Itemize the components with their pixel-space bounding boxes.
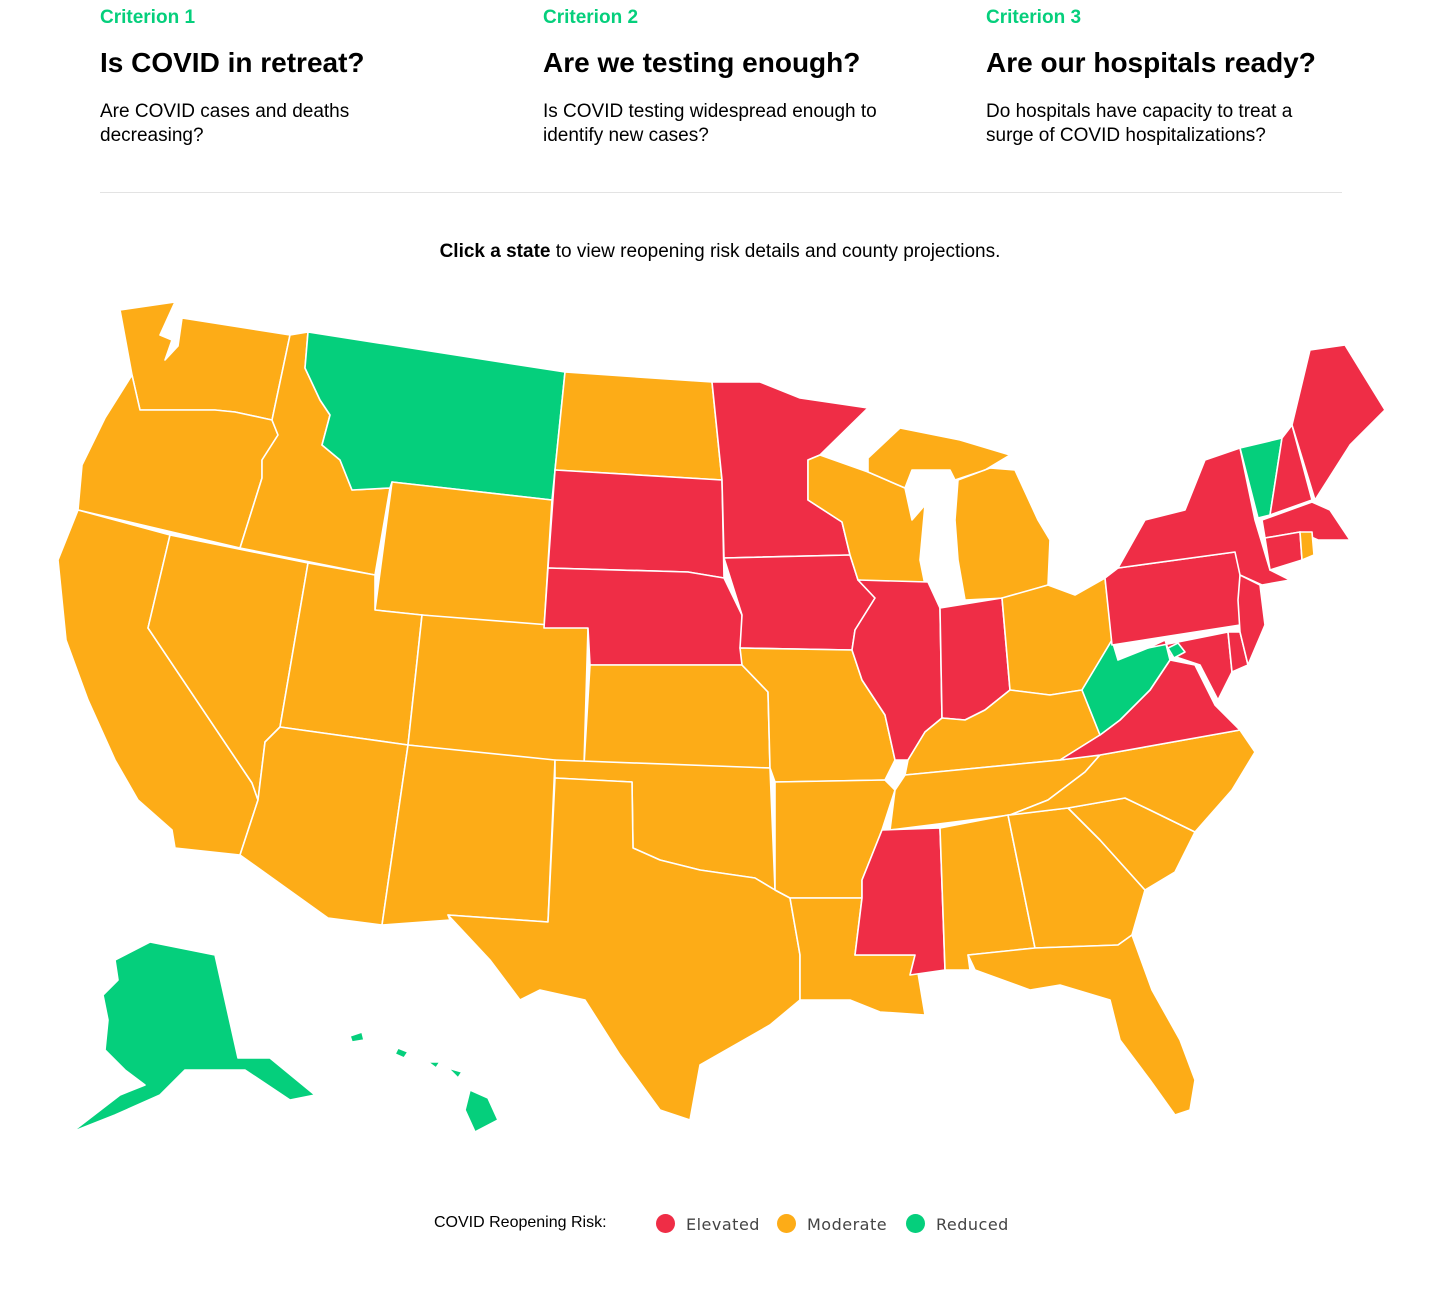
map-instruction: Click a state to view reopening risk det…: [0, 241, 1440, 263]
state-AZ[interactable]: [239, 726, 409, 926]
state-ND[interactable]: [554, 371, 723, 481]
moderate-dot-icon: [777, 1214, 796, 1233]
legend-title: COVID Reopening Risk:: [434, 1214, 607, 1231]
criteria-section: Criterion 1 Is COVID in retreat? Are COV…: [100, 0, 1342, 193]
criterion-label: Criterion 1: [100, 7, 196, 28]
state-CO[interactable]: [407, 614, 589, 766]
legend: COVID Reopening Risk: Elevated Moderate …: [0, 1212, 1456, 1236]
state-RI[interactable]: [1299, 531, 1315, 561]
us-risk-map: [57, 301, 1386, 1133]
state-NJ[interactable]: [1237, 574, 1266, 666]
criterion-question: Are we testing enough?: [543, 47, 861, 78]
state-KY[interactable]: [904, 689, 1101, 776]
state-NM[interactable]: [381, 744, 556, 926]
state-IA[interactable]: [723, 554, 876, 651]
criterion-description: Do hospitals have capacity to treat a su…: [986, 101, 1293, 146]
state-WA[interactable]: [119, 301, 291, 421]
legend-label: Reduced: [936, 1215, 1009, 1234]
state-HI[interactable]: [349, 1031, 499, 1133]
instruction-text: to view reopening risk details and count…: [550, 241, 1001, 262]
state-CT[interactable]: [1264, 531, 1303, 571]
state-KS[interactable]: [583, 664, 771, 769]
state-SD[interactable]: [547, 469, 725, 579]
state-DC[interactable]: [1167, 642, 1186, 659]
criterion-question: Are our hospitals ready?: [986, 47, 1316, 78]
criterion-description: Is COVID testing widespread enough to id…: [543, 101, 877, 146]
state-NY[interactable]: [1117, 447, 1291, 586]
reduced-dot-icon: [906, 1214, 925, 1233]
instruction-bold: Click a state: [439, 241, 551, 262]
criterion-label: Criterion 2: [543, 7, 639, 28]
criterion-description: Are COVID cases and deaths decreasing?: [100, 101, 350, 146]
state-FL[interactable]: [967, 934, 1196, 1116]
elevated-dot-icon: [656, 1214, 675, 1233]
state-NC[interactable]: [1009, 729, 1256, 833]
state-ME[interactable]: [1291, 344, 1386, 501]
criterion-label: Criterion 3: [986, 7, 1082, 28]
state-NH[interactable]: [1269, 424, 1313, 516]
legend-label: Moderate: [807, 1215, 888, 1234]
state-AK[interactable]: [71, 941, 316, 1133]
state-WY[interactable]: [374, 481, 553, 629]
legend-label: Elevated: [686, 1215, 760, 1234]
criterion-question: Is COVID in retreat?: [100, 47, 365, 78]
state-TX[interactable]: [447, 777, 801, 1121]
